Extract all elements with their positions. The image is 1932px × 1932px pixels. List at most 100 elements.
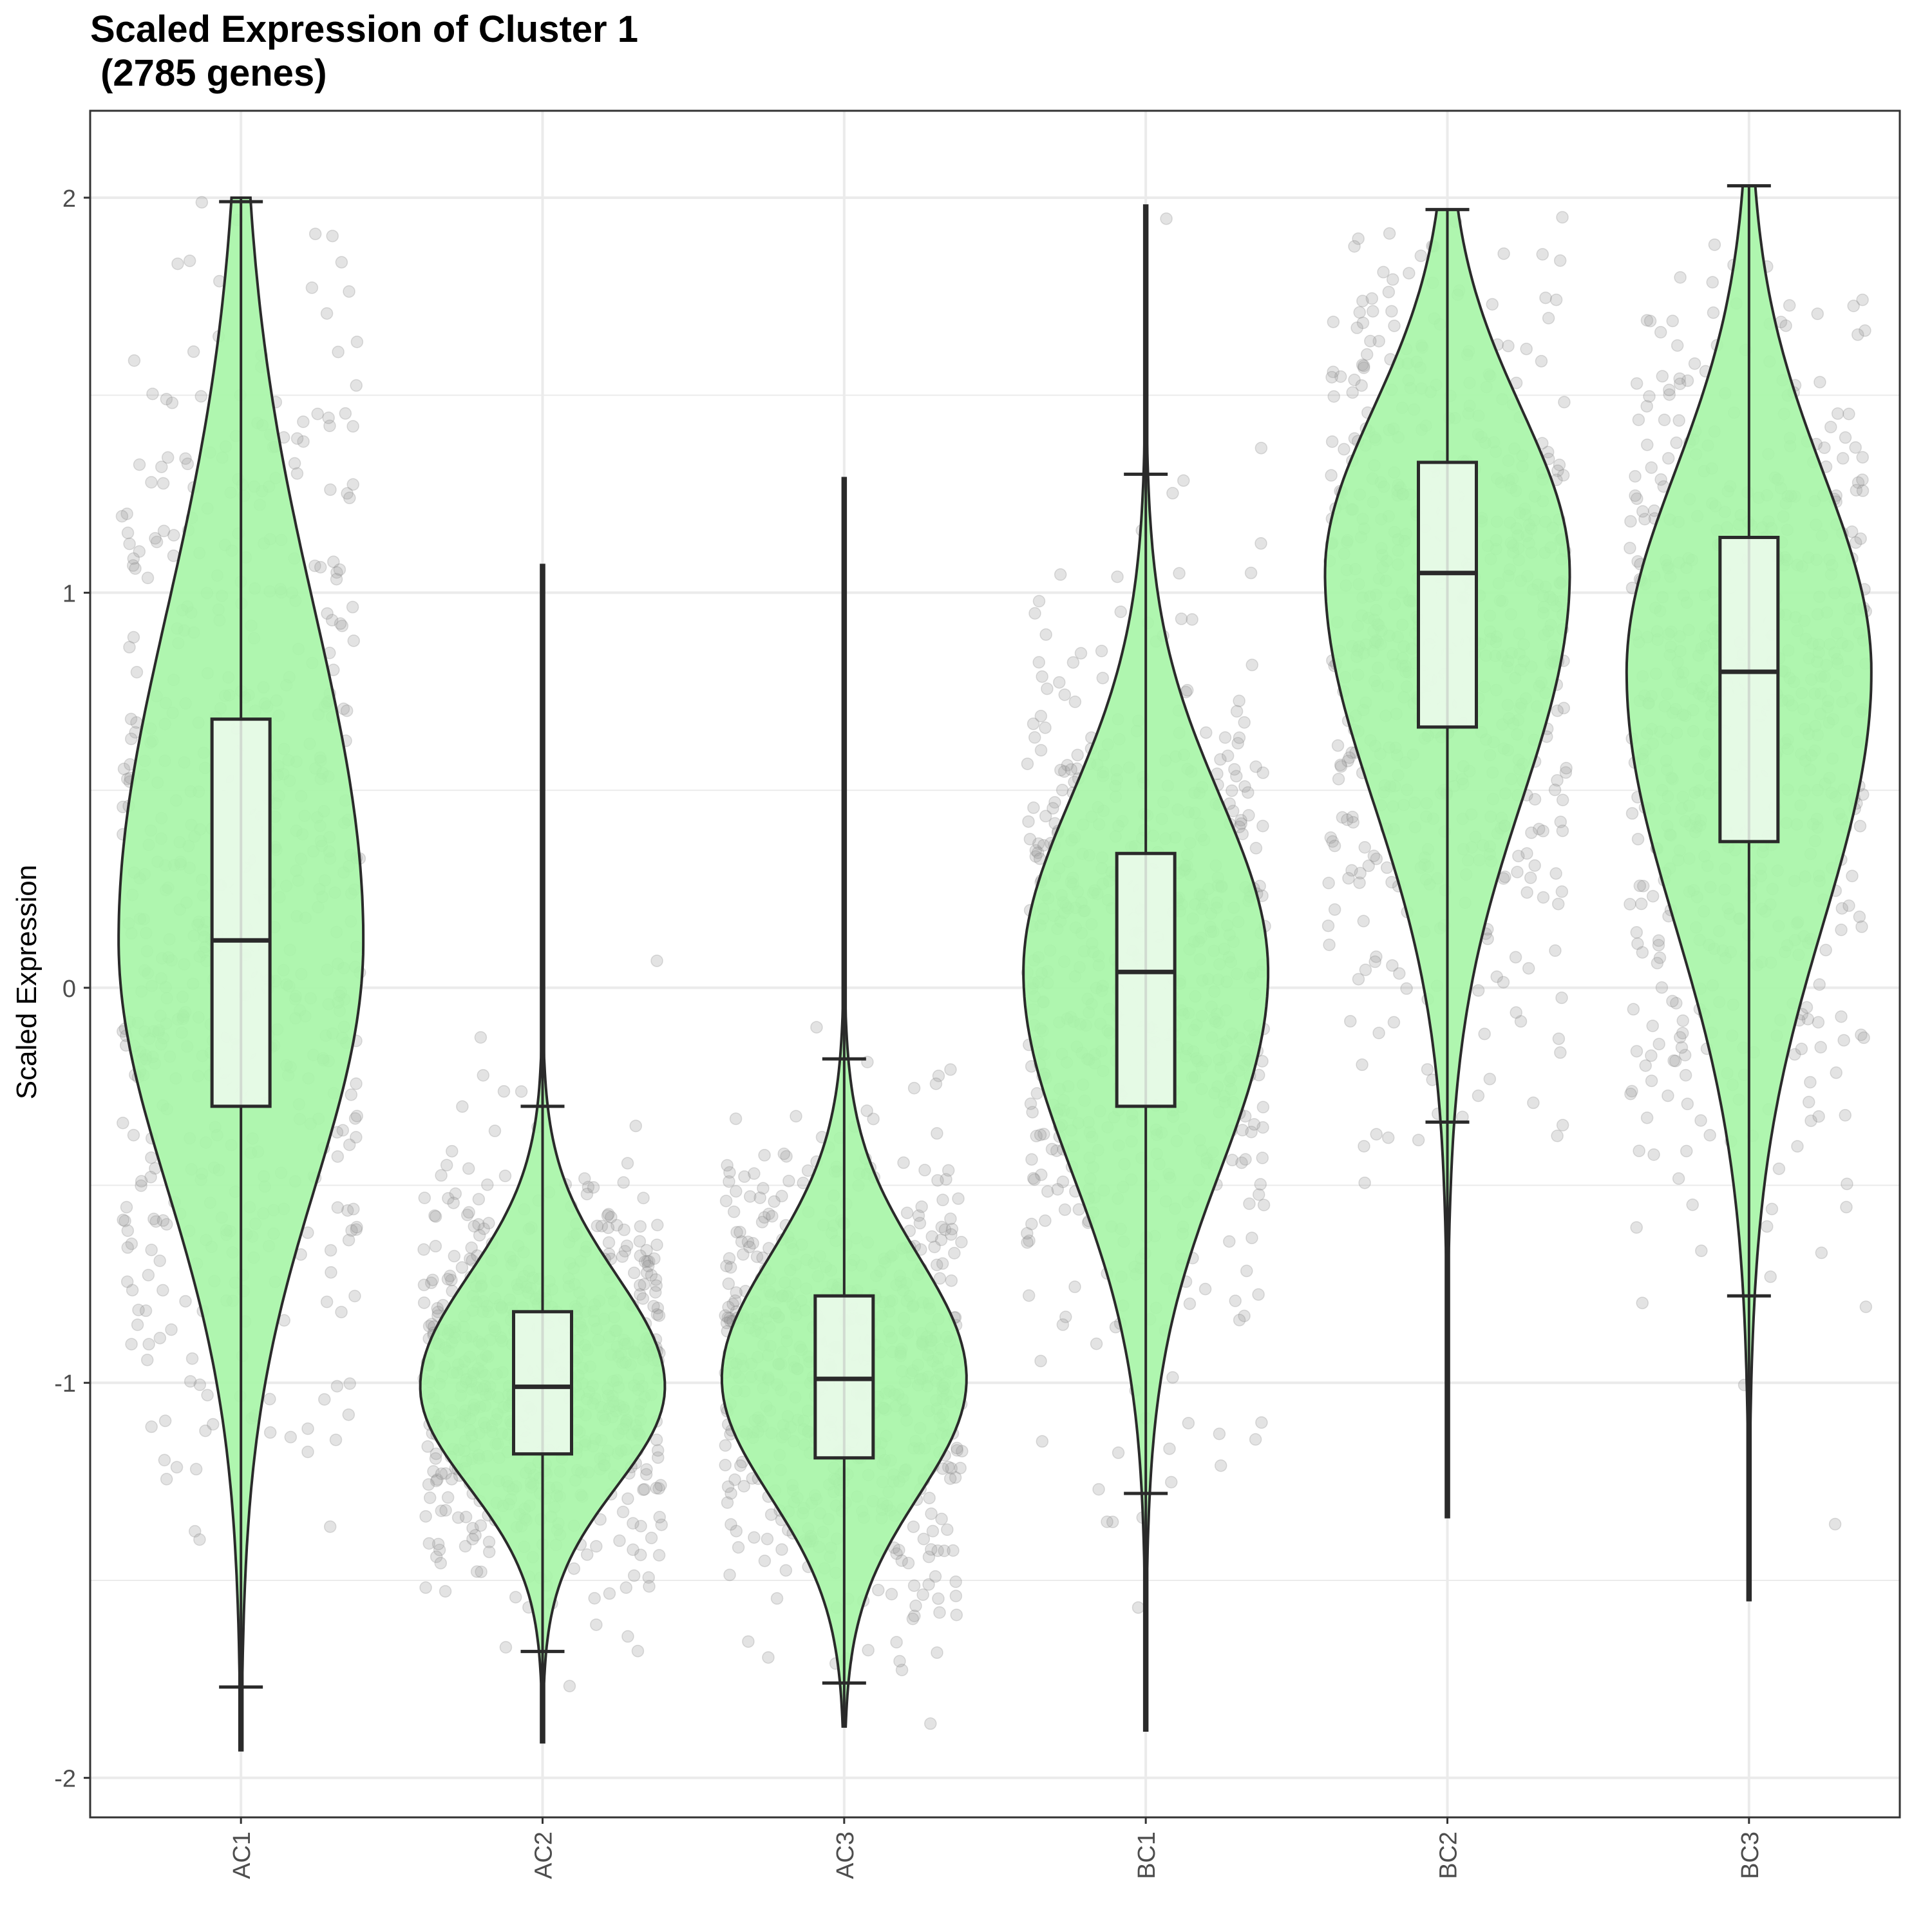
jitter-point [1252, 1188, 1265, 1201]
jitter-point [895, 1554, 908, 1567]
jitter-point [1850, 484, 1863, 497]
jitter-point [1667, 1054, 1680, 1067]
jitter-point [165, 1323, 178, 1336]
jitter-point [650, 1481, 663, 1495]
jitter-point [1560, 762, 1573, 775]
jitter-point [331, 1150, 345, 1163]
jitter-point [1652, 938, 1665, 952]
jitter-point [1388, 319, 1401, 332]
jitter-point [654, 1479, 667, 1492]
jitter-point [1553, 459, 1566, 471]
jitter-point [601, 1221, 615, 1235]
jitter-point [442, 1192, 455, 1205]
jitter-point [734, 1459, 747, 1472]
jitter-point [1548, 783, 1562, 797]
jitter-point [777, 1147, 791, 1160]
jitter-point [1636, 505, 1649, 518]
jitter-point [350, 336, 364, 348]
jitter-point [1855, 920, 1868, 933]
jitter-point [1646, 889, 1660, 903]
jitter-point [330, 573, 343, 586]
jitter-point [634, 1279, 647, 1292]
jitter-point [1111, 570, 1124, 583]
jitter-point [171, 257, 184, 270]
jitter-point [1856, 473, 1869, 486]
jitter-point [470, 1565, 484, 1578]
jitter-point [652, 1549, 666, 1562]
jitter-point [481, 1178, 494, 1191]
x-tick-label: BC3 [1737, 1832, 1764, 1879]
jitter-point [639, 1468, 653, 1481]
jitter-point [1627, 1003, 1640, 1016]
jitter-point [922, 1550, 936, 1564]
jitter-point [350, 379, 363, 392]
jitter-point [133, 545, 146, 558]
jitter-point [1352, 232, 1365, 245]
jitter-point [179, 1294, 192, 1308]
jitter-point [350, 1131, 363, 1144]
jitter-point [642, 1571, 655, 1584]
jitter-point [1029, 850, 1043, 863]
jitter-point [931, 1174, 944, 1187]
jitter-point [1034, 744, 1048, 757]
jitter-point [1066, 656, 1080, 669]
jitter-point [595, 1220, 609, 1233]
jitter-point [337, 702, 350, 715]
chart-title-line-1: Scaled Expression of Cluster 1 [90, 8, 638, 50]
jitter-point [346, 478, 359, 491]
jitter-point [1323, 938, 1336, 951]
jitter-points [115, 196, 1873, 1730]
jitter-point [1031, 846, 1045, 859]
jitter-point [1662, 451, 1675, 465]
jitter-point [1186, 613, 1198, 626]
jitter-point [949, 1589, 963, 1602]
jitter-point [445, 1473, 459, 1486]
jitter-point [1671, 339, 1684, 352]
jitter-point [318, 1393, 331, 1406]
jitter-point [417, 1278, 431, 1292]
jitter-point [949, 1575, 962, 1588]
jitter-point [1814, 1041, 1827, 1054]
jitter-point [462, 1206, 475, 1219]
jitter-point [1640, 314, 1654, 327]
jitter-point [1058, 688, 1072, 701]
jitter-point [723, 1252, 736, 1265]
jitter-point [1629, 489, 1642, 502]
jitter-point [1853, 910, 1866, 923]
jitter-point [1028, 731, 1041, 744]
jitter-point [743, 1240, 756, 1254]
jitter-point [1023, 1234, 1036, 1247]
jitter-point [132, 1303, 145, 1316]
jitter-point [653, 1511, 667, 1524]
jitter-point [1221, 749, 1235, 762]
jitter-point [1068, 1280, 1081, 1293]
jitter-point [634, 1548, 647, 1562]
jitter-point [651, 1444, 665, 1457]
jitter-point [944, 1212, 957, 1226]
jitter-point [945, 1462, 958, 1475]
jitter-point [1028, 1173, 1041, 1186]
jitter-point [124, 712, 138, 726]
jitter-point [1386, 273, 1399, 286]
jitter-point [1812, 1110, 1825, 1123]
jitter-point [1669, 1054, 1682, 1068]
jitter-point [652, 1309, 666, 1322]
jitter-point [727, 1205, 741, 1218]
jitter-point [131, 1318, 144, 1331]
jitter-point [335, 256, 348, 269]
jitter-point [350, 1220, 363, 1234]
jitter-point [1068, 696, 1082, 708]
jitter-point [627, 1517, 639, 1530]
jitter-point [944, 1063, 957, 1076]
jitter-point [419, 1581, 432, 1594]
jitter-point [945, 1228, 958, 1241]
jitter-point [1245, 1125, 1258, 1139]
jitter-point [1166, 1371, 1179, 1384]
jitter-point [129, 562, 142, 575]
jitter-point [1764, 1270, 1777, 1283]
jitter-point [1027, 801, 1040, 814]
jitter-point [1472, 1089, 1485, 1103]
jitter-point [1252, 1288, 1265, 1301]
jitter-point [434, 1557, 448, 1569]
jitter-point [263, 1392, 276, 1406]
